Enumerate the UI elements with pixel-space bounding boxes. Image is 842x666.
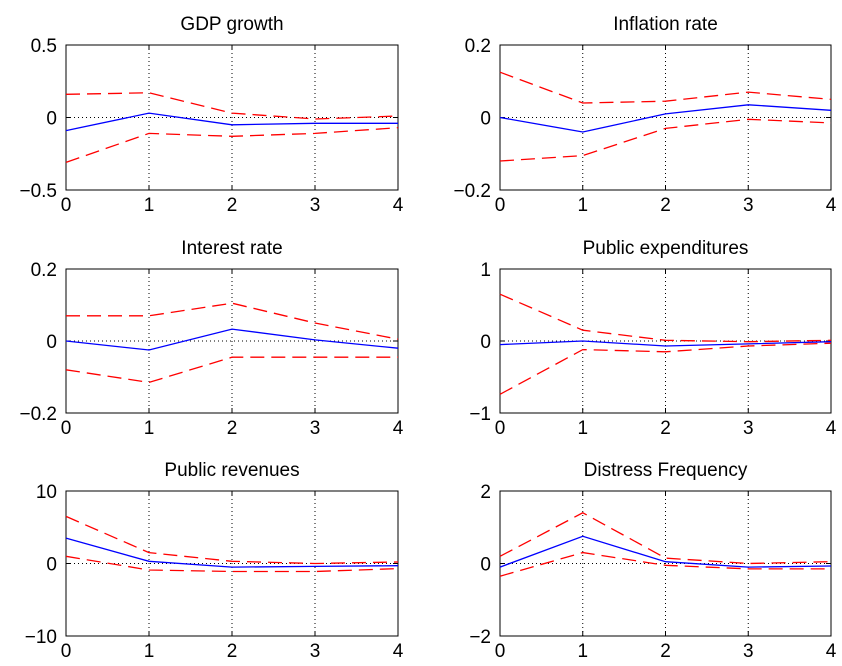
impulse-response-line xyxy=(499,340,832,347)
y-tick-label: 0 xyxy=(46,332,57,353)
lower-band-line xyxy=(65,127,399,164)
panel-title: Interest rate xyxy=(181,238,282,259)
x-tick-label: 3 xyxy=(310,641,321,662)
upper-band-line xyxy=(499,512,832,565)
x-tick-label: 4 xyxy=(826,195,837,216)
x-tick-label: 2 xyxy=(660,641,671,662)
x-tick-label: 0 xyxy=(495,195,506,216)
x-tick-label: 1 xyxy=(577,418,588,439)
y-tick-label: 0 xyxy=(480,332,491,353)
lower-band-line xyxy=(65,555,399,573)
upper-band-line xyxy=(499,293,832,343)
panel-title: GDP growth xyxy=(180,14,283,35)
x-tick-label: 4 xyxy=(826,641,837,662)
x-tick-label: 3 xyxy=(310,195,321,216)
y-tick-label: 0 xyxy=(480,555,491,576)
x-tick-label: 0 xyxy=(495,418,506,439)
x-tick-label: 3 xyxy=(743,641,754,662)
upper-band-line xyxy=(65,92,399,120)
upper-band-line xyxy=(65,515,399,565)
x-tick-label: 4 xyxy=(393,418,404,439)
y-tick-label: 0.5 xyxy=(31,36,57,57)
x-tick-label: 2 xyxy=(660,195,671,216)
y-tick-label: 10 xyxy=(36,482,57,503)
y-tick-label: 0 xyxy=(46,555,57,576)
x-tick-label: 1 xyxy=(144,641,155,662)
lower-band-line xyxy=(499,551,831,577)
y-tick-label: 0.2 xyxy=(31,260,57,281)
y-tick-label: −2 xyxy=(469,627,491,648)
x-tick-label: 0 xyxy=(61,195,72,216)
impulse-response-line xyxy=(65,537,399,568)
impulse-response-line xyxy=(499,535,832,568)
x-tick-label: 2 xyxy=(227,641,238,662)
impulse-response-line xyxy=(65,328,399,351)
lower-band-line xyxy=(499,342,832,395)
impulse-response-line xyxy=(65,112,398,132)
x-tick-label: 0 xyxy=(61,418,72,439)
x-tick-label: 1 xyxy=(577,195,588,216)
y-tick-label: 0 xyxy=(46,109,57,130)
x-tick-label: 3 xyxy=(310,418,321,439)
x-tick-label: 3 xyxy=(743,195,754,216)
panel-title: Distress Frequency xyxy=(584,460,748,481)
x-tick-label: 1 xyxy=(144,195,155,216)
x-tick-label: 4 xyxy=(826,418,837,439)
x-tick-label: 0 xyxy=(61,641,72,662)
y-tick-label: −0.2 xyxy=(19,404,57,425)
y-tick-label: −10 xyxy=(25,627,57,648)
panel-title: Inflation rate xyxy=(613,14,718,35)
panel-title: Public expenditures xyxy=(583,238,749,259)
y-tick-label: −1 xyxy=(469,404,491,425)
lower-band-line xyxy=(65,356,398,384)
x-tick-label: 4 xyxy=(393,641,404,662)
panel-title: Public revenues xyxy=(164,460,299,481)
y-tick-label: 0 xyxy=(480,109,491,130)
x-tick-label: 4 xyxy=(393,195,404,216)
y-tick-label: 0.2 xyxy=(465,36,491,57)
x-tick-label: 2 xyxy=(227,418,238,439)
y-tick-label: 2 xyxy=(480,482,491,503)
y-tick-label: −0.2 xyxy=(453,181,491,202)
upper-band-line xyxy=(66,302,399,340)
x-tick-label: 0 xyxy=(495,641,506,662)
x-tick-label: 2 xyxy=(660,418,671,439)
x-tick-label: 2 xyxy=(227,195,238,216)
y-tick-label: −0.5 xyxy=(19,181,57,202)
impulse-response-line xyxy=(499,104,832,133)
x-tick-label: 3 xyxy=(743,418,754,439)
upper-band-line xyxy=(499,71,832,104)
lower-band-line xyxy=(499,118,832,162)
x-tick-label: 1 xyxy=(144,418,155,439)
x-tick-label: 1 xyxy=(577,641,588,662)
y-tick-label: 1 xyxy=(480,260,491,281)
